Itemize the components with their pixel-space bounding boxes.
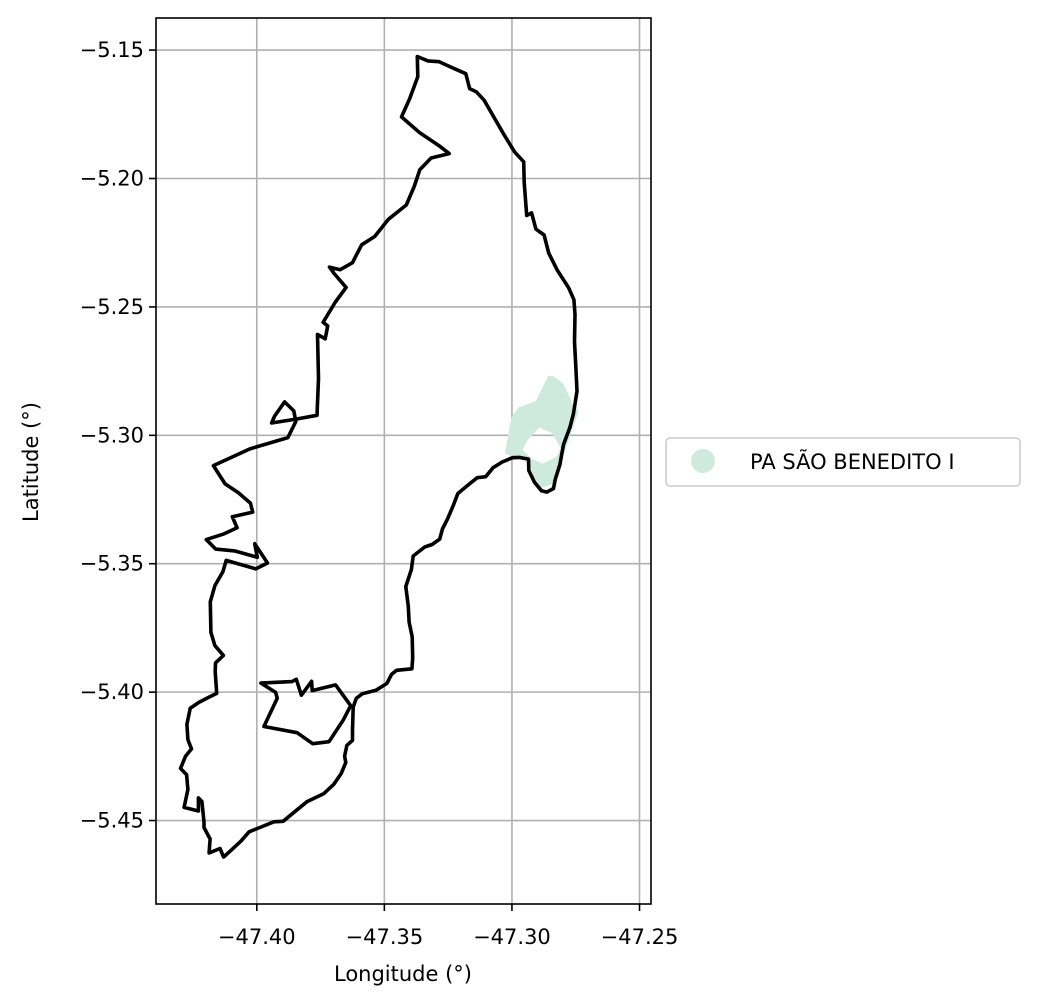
- legend-marker-icon: [691, 449, 715, 473]
- x-axis-title: Longitude (°): [334, 962, 472, 986]
- boundary-layer: [178, 54, 579, 859]
- legend-label: PA SÃO BENEDITO I: [750, 448, 955, 474]
- municipality-boundary: [178, 54, 579, 859]
- y-tick-label: −5.45: [80, 809, 144, 833]
- y-tick-label: −5.20: [80, 167, 144, 191]
- legend: PA SÃO BENEDITO I: [665, 437, 1021, 487]
- axes-background: [156, 18, 651, 904]
- y-tick-label: −5.25: [80, 295, 144, 319]
- x-tick-label: −47.30: [473, 925, 551, 949]
- y-tick-label: −5.15: [80, 38, 144, 62]
- y-tick-label: −5.35: [80, 552, 144, 576]
- x-tick-label: −47.25: [601, 925, 679, 949]
- legend-frame: [665, 437, 1021, 487]
- y-axis-title: Latitude (°): [19, 402, 43, 522]
- x-tick-label: −47.40: [218, 925, 296, 949]
- y-tick-label: −5.30: [80, 423, 144, 447]
- plot-area: [155, 17, 652, 905]
- municipality-boundary-inner-ring: [259, 677, 353, 746]
- x-tick-label: −47.35: [346, 925, 424, 949]
- y-tick-label: −5.40: [80, 680, 144, 704]
- axes-frame: [155, 17, 652, 905]
- ticks-layer: −47.40 −47.35 −47.30 −47.25 −5.15 −5.20 −5.25 −…: [80, 38, 679, 949]
